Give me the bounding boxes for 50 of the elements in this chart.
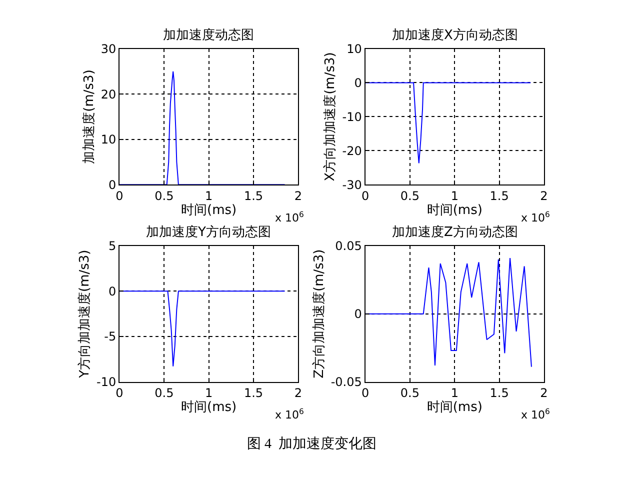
chart-title: 加加速度X方向动态图 <box>392 27 518 43</box>
text: x 10$^{6}$ <box>275 407 304 422</box>
y-tick-label: -20 <box>342 144 362 158</box>
caption: 图 4 加加速度变化图 <box>247 436 376 452</box>
y-tick-label: -30 <box>342 178 362 192</box>
y-axis-title: Y方向加加速度(m/s3) <box>76 250 92 379</box>
y-tick-label: 0 <box>354 307 362 322</box>
x-tick-label: 1 <box>205 386 213 400</box>
x-tick-label: 1 <box>450 189 458 204</box>
x-axis-title: 时间(ms) <box>181 400 237 416</box>
y-axis-title: 加加速度(m/s3) <box>80 70 97 164</box>
y-tick-label: -0.05 <box>330 374 362 389</box>
x-tick-label: 1 <box>205 189 213 204</box>
y-tick-label: -10 <box>342 110 362 124</box>
y-tick-label: 0 <box>108 178 116 192</box>
y-tick-label: 30 <box>100 42 116 56</box>
x-tick-label: 0.5 <box>400 386 420 400</box>
x-tick-label: 0.5 <box>400 189 420 204</box>
text: x 10$^{6}$ <box>521 407 550 422</box>
x-tick-label: 1.5 <box>244 189 264 204</box>
y-tick-label: 0.05 <box>335 239 362 254</box>
y-tick-label: 5 <box>108 239 116 254</box>
x-tick-label: 2 <box>294 189 302 204</box>
y-axis-title: Z方向加加速度(m/s3) <box>310 249 327 378</box>
y-tick-label: 10 <box>100 132 116 147</box>
y-axis-title: X方向加加速度(m/s3) <box>322 52 338 182</box>
chart-title: 加加速度Y方向动态图 <box>146 224 271 240</box>
text: x 10$^{6}$ <box>521 210 550 225</box>
y-tick-label: -5 <box>104 330 116 344</box>
x-tick-label: 2 <box>540 189 548 204</box>
x-tick-label: 2 <box>540 386 548 400</box>
x-tick-label: 0.5 <box>154 386 174 400</box>
chart-title: 加加速度Z方向动态图 <box>392 224 518 240</box>
text: x 10$^{6}$ <box>275 210 304 225</box>
x-tick-label: 0.5 <box>154 189 174 204</box>
y-tick-label: 0 <box>108 284 116 298</box>
x-tick-label: 1.5 <box>244 386 264 400</box>
x-tick-label: 2 <box>294 386 302 400</box>
line-series <box>120 70 286 185</box>
y-tick-label: 10 <box>346 42 362 56</box>
x-axis-title: 时间(ms) <box>426 400 482 416</box>
y-tick-label: 0 <box>354 76 362 90</box>
x-tick-label: 1.5 <box>490 386 509 400</box>
chart-title: 加加速度动态图 <box>163 27 254 43</box>
x-tick-label: 1.5 <box>490 189 509 204</box>
x-axis-title: 时间(ms) <box>181 203 237 218</box>
y-tick-label: -10 <box>96 374 116 389</box>
y-tick-label: 20 <box>100 87 116 102</box>
x-axis-title: 时间(ms) <box>426 203 482 218</box>
x-tick-label: 1 <box>450 386 458 400</box>
